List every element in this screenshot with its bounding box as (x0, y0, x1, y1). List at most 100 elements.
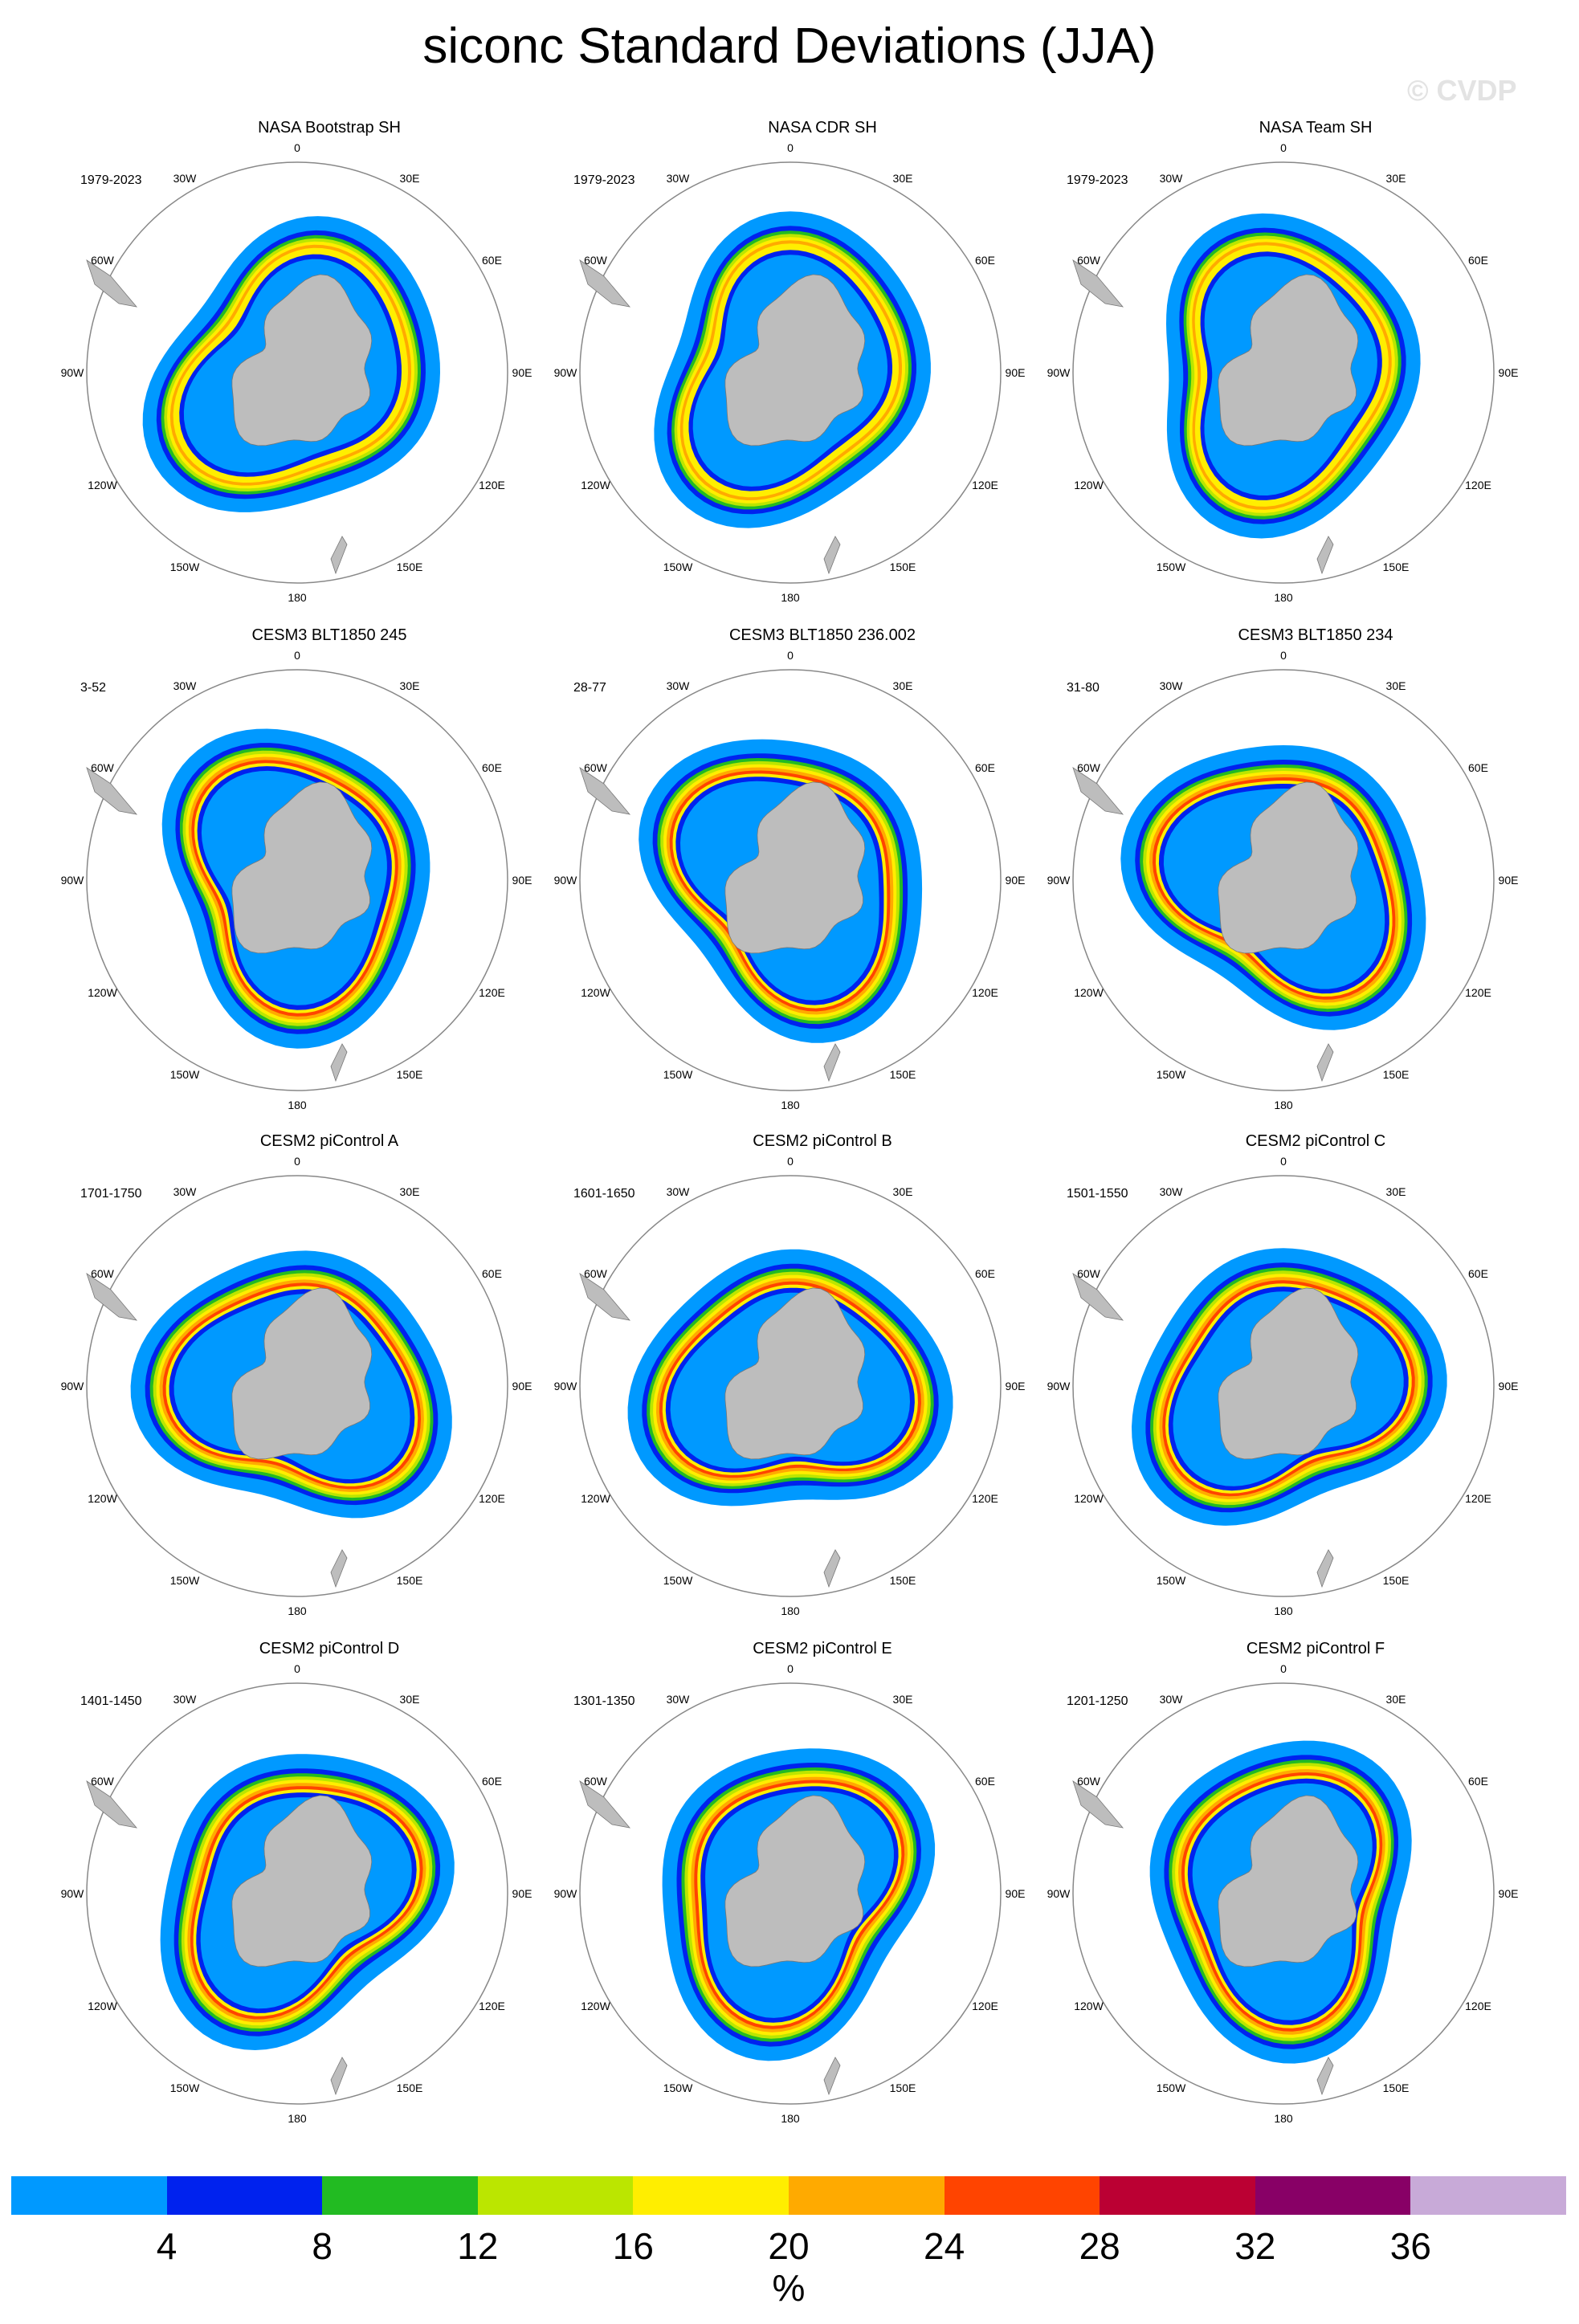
polar-map (579, 1175, 1002, 1597)
longitude-label: 180 (1274, 591, 1293, 604)
longitude-label: 150E (889, 1574, 916, 1588)
longitude-label: 90E (512, 1380, 532, 1392)
polar-map (86, 669, 508, 1091)
new-zealand-landmass (823, 1043, 841, 1082)
longitude-label: 120W (1074, 1492, 1104, 1505)
polar-map (86, 1175, 508, 1597)
new-zealand-landmass (1316, 1549, 1334, 1588)
antarctica-landmass (724, 1287, 866, 1460)
south-america-landmass (579, 259, 631, 308)
longitude-label: 30W (1159, 1692, 1183, 1706)
longitude-label: 30E (1385, 1184, 1406, 1198)
south-america-landmass (1072, 767, 1124, 815)
longitude-label: 30E (399, 1692, 420, 1706)
longitude-label: 30E (399, 679, 420, 692)
longitude-label: 30E (892, 679, 913, 692)
longitude-label: 60E (975, 761, 995, 774)
longitude-label: 120W (88, 2000, 117, 2012)
antarctica-landmass (724, 781, 866, 954)
longitude-label: 30E (1385, 1692, 1406, 1706)
longitude-label: 30W (1159, 679, 1183, 692)
longitude-label: 0 (787, 141, 794, 154)
longitude-label: 0 (1280, 649, 1287, 662)
longitude-label: 90E (1498, 1887, 1519, 1900)
south-america-landmass (1072, 1273, 1124, 1321)
longitude-label: 150E (889, 561, 916, 574)
longitude-label: 120W (88, 986, 117, 999)
panel-period: 1201-1250 (1067, 1694, 1128, 1708)
longitude-label: 90W (60, 1887, 84, 1900)
longitude-label: 60W (584, 1775, 607, 1788)
longitude-label: 0 (1280, 141, 1287, 154)
longitude-label: 150E (1382, 2081, 1410, 2095)
panel-title: CESM2 piControl E (753, 1640, 892, 1657)
longitude-label: 60W (584, 254, 607, 267)
longitude-label: 30W (666, 679, 690, 692)
polar-map (1072, 1682, 1495, 2105)
new-zealand-landmass (330, 1043, 348, 1082)
panel-title: NASA CDR SH (768, 119, 877, 137)
longitude-label: 150E (396, 1068, 423, 1082)
longitude-label: 120W (88, 479, 117, 491)
longitude-label: 150W (1156, 1068, 1186, 1082)
longitude-label: 150E (396, 561, 423, 574)
polar-map (579, 669, 1002, 1091)
longitude-label: 60E (1468, 761, 1488, 774)
antarctica-landmass (231, 781, 373, 954)
antarctica-landmass (1218, 781, 1359, 954)
map-panel: NASA CDR SH 1979-2023 0 30E 60E 90E 120E 150E 18… (554, 119, 1071, 626)
new-zealand-landmass (1316, 2057, 1334, 2096)
colorbar-swatch (944, 2176, 1100, 2215)
longitude-label: 120W (1074, 479, 1104, 491)
longitude-label: 180 (781, 1099, 800, 1111)
colorbar-swatch (1255, 2176, 1411, 2215)
longitude-label: 0 (1280, 1662, 1287, 1675)
south-america-landmass (86, 767, 138, 815)
longitude-label: 30W (1159, 171, 1183, 185)
longitude-label: 60E (975, 1775, 995, 1788)
longitude-label: 90E (512, 1887, 532, 1900)
antarctica-landmass (1218, 1287, 1359, 1460)
longitude-label: 120E (1465, 986, 1491, 999)
map-panel: CESM2 piControl C 1501-1550 0 30E 60E 90E 120E… (1047, 1132, 1565, 1640)
polar-map (579, 1682, 1002, 2105)
longitude-label: 120W (581, 1492, 610, 1505)
longitude-label: 60W (1077, 254, 1100, 267)
longitude-label: 90W (553, 366, 577, 379)
antarctica-landmass (231, 1795, 373, 1967)
longitude-label: 60W (1077, 1775, 1100, 1788)
longitude-label: 120E (1465, 479, 1491, 491)
colorbar-swatch (1410, 2176, 1566, 2215)
new-zealand-landmass (1316, 536, 1334, 575)
colorbar-swatch (788, 2176, 945, 2215)
longitude-label: 150W (169, 1068, 200, 1082)
longitude-label: 90E (1498, 366, 1519, 379)
longitude-label: 0 (294, 649, 300, 662)
longitude-label: 60W (1077, 1267, 1100, 1280)
map-panel: NASA Team SH 1979-2023 0 30E 60E 90E 120E 150E 1… (1047, 119, 1565, 626)
polar-map (1072, 1175, 1495, 1597)
longitude-label: 90W (553, 1380, 577, 1392)
map-panel: CESM3 BLT1850 236.002 28-77 0 30E 60E 90E 120E… (554, 626, 1071, 1134)
south-america-landmass (579, 767, 631, 815)
panel-title: CESM3 BLT1850 234 (1238, 626, 1393, 644)
longitude-label: 0 (1280, 1155, 1287, 1168)
antarctica-landmass (1218, 274, 1359, 446)
longitude-label: 150W (1156, 561, 1186, 574)
longitude-label: 30E (399, 171, 420, 185)
longitude-label: 150W (169, 2081, 200, 2095)
panel-title: CESM2 piControl D (259, 1640, 400, 1657)
longitude-label: 90W (1047, 874, 1071, 887)
south-america-landmass (86, 259, 138, 308)
longitude-label: 90W (553, 1887, 577, 1900)
longitude-label: 90W (1047, 1380, 1071, 1392)
panel-period: 1501-1550 (1067, 1187, 1128, 1201)
longitude-label: 90W (60, 874, 84, 887)
colorbar-tick-label: 32 (1234, 2225, 1276, 2267)
longitude-label: 60E (1468, 254, 1488, 267)
longitude-label: 0 (787, 1155, 794, 1168)
longitude-label: 0 (294, 141, 300, 154)
south-america-landmass (579, 1273, 631, 1321)
longitude-label: 90W (553, 874, 577, 887)
panel-title: CESM3 BLT1850 245 (251, 626, 407, 644)
